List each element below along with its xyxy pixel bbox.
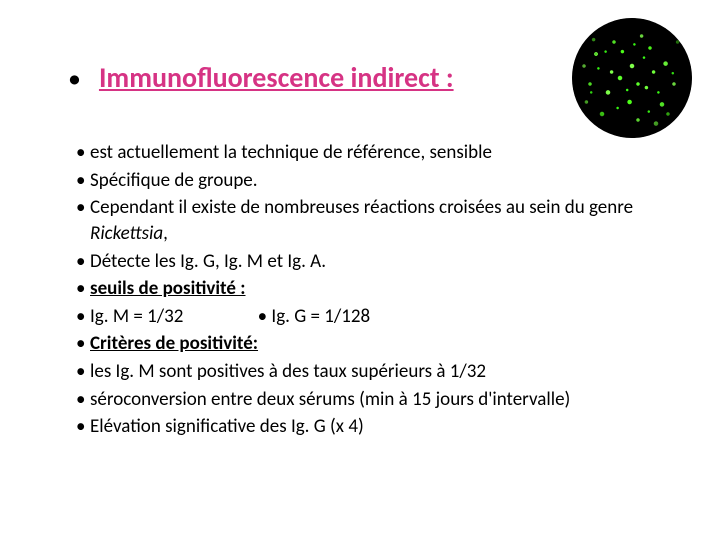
body-text: séroconversion entre deux sérums (min à … — [90, 388, 570, 411]
body: est actuellement la technique de référen… — [76, 140, 680, 442]
subheading: Critères de positivité: — [90, 332, 258, 355]
threshold-igm: Ig. M = 1/32 — [90, 305, 183, 328]
threshold-igg-group: • Ig. G = 1/128 — [258, 305, 371, 328]
list-item: Critères de positivité: — [76, 331, 680, 357]
list-item: Elévation significative des Ig. G (x 4) — [76, 414, 680, 440]
body-text: Spécifique de groupe. — [90, 169, 258, 192]
body-text: les Ig. M sont positives à des taux supé… — [90, 360, 486, 383]
list-item: seuils de positivité : — [76, 276, 680, 302]
body-text: Cependant il existe de nombreuses réacti… — [90, 196, 633, 219]
italic-term: Rickettsia — [90, 222, 163, 245]
subheading: seuils de positivité : — [90, 277, 246, 300]
title-text: Immunofluorescence indirect : — [99, 60, 454, 95]
list-item: les Ig. M sont positives à des taux supé… — [76, 359, 680, 385]
body-text: est actuellement la technique de référen… — [90, 141, 492, 164]
fluorescence-image — [572, 18, 692, 138]
body-text: Détecte les Ig. G, Ig. M et Ig. A. — [90, 250, 326, 273]
body-text: Elévation significative des Ig. G (x 4) — [90, 415, 364, 438]
title-bullet: • — [68, 65, 81, 91]
list-item-thresholds: Ig. M = 1/32 • Ig. G = 1/128 — [76, 304, 680, 330]
body-text: , — [163, 222, 168, 245]
title-row: • Immunofluorescence indirect : — [68, 60, 454, 95]
list-item: est actuellement la technique de référen… — [76, 140, 680, 166]
inner-bullet: • — [258, 305, 267, 328]
slide: • Immunofluorescence indirect : est actu… — [0, 0, 720, 540]
list-item: Spécifique de groupe. — [76, 168, 680, 194]
threshold-igg: Ig. G = 1/128 — [271, 305, 370, 328]
list-item: Détecte les Ig. G, Ig. M et Ig. A. — [76, 249, 680, 275]
list-item: Cependant il existe de nombreuses réacti… — [76, 195, 680, 246]
list-item: séroconversion entre deux sérums (min à … — [76, 387, 680, 413]
body-list: est actuellement la technique de référen… — [76, 140, 680, 440]
